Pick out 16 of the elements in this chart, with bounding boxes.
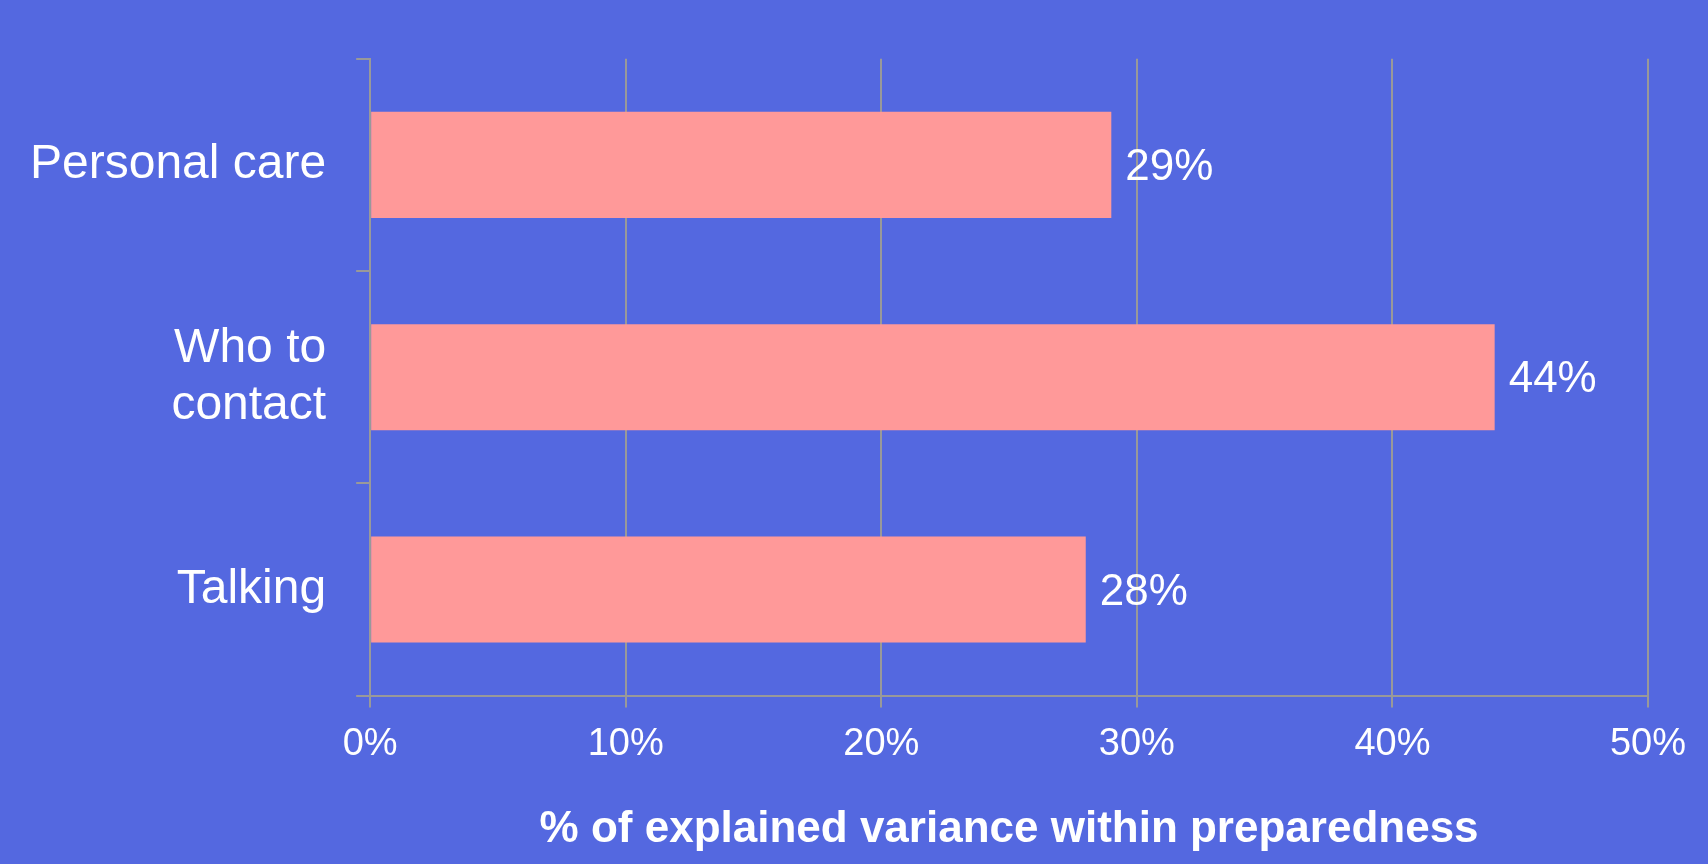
x-tick-label: 40% [1354,720,1431,763]
data-label: 28% [1099,564,1188,614]
x-tick-label: 10% [587,720,664,763]
x-tick-label: 20% [843,720,920,763]
data-label: 29% [1125,140,1214,190]
data-label: 44% [1508,352,1597,402]
x-tick-label: 0% [342,720,398,763]
x-tick-label: 50% [1609,720,1687,763]
x-axis-title: % of explained variance within preparedness [539,801,1479,851]
bar [371,111,1112,218]
y-tick-label: Talking [176,559,327,613]
y-tick-label: Who to contact [171,318,327,430]
x-tick-label: 30% [1098,720,1175,763]
y-tick-label: Personal care [30,135,327,189]
bar [371,324,1495,431]
bar [371,536,1086,643]
